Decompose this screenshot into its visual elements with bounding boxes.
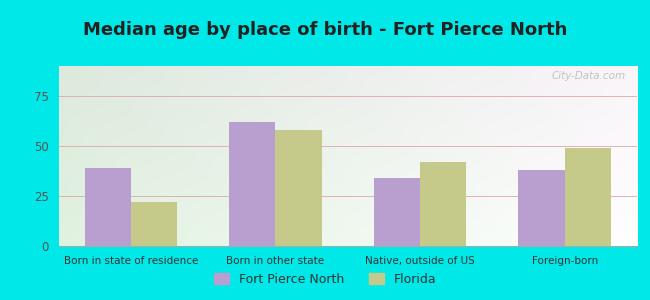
- Legend: Fort Pierce North, Florida: Fort Pierce North, Florida: [209, 268, 441, 291]
- Bar: [374, 178, 420, 246]
- Bar: [519, 170, 565, 246]
- Text: City-Data.com: City-Data.com: [551, 71, 625, 81]
- Bar: [84, 168, 131, 246]
- Text: Median age by place of birth - Fort Pierce North: Median age by place of birth - Fort Pier…: [83, 21, 567, 39]
- Bar: [229, 122, 276, 246]
- Bar: [131, 202, 177, 246]
- Bar: [565, 148, 611, 246]
- Bar: [420, 162, 466, 246]
- Bar: [276, 130, 322, 246]
